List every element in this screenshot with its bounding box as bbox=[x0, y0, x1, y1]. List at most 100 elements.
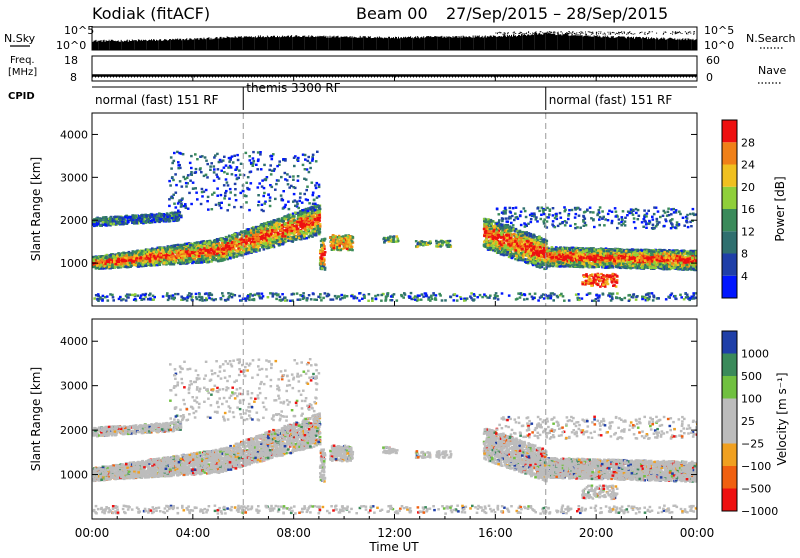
echo-cell bbox=[236, 166, 239, 168]
echo-cell bbox=[180, 251, 183, 253]
echo-cell bbox=[279, 223, 282, 225]
echo-cell bbox=[288, 208, 291, 210]
echo-cell bbox=[288, 217, 291, 219]
echo-cell bbox=[287, 236, 290, 238]
echo-cell bbox=[245, 235, 248, 237]
echo-cell bbox=[287, 201, 290, 203]
echo-cell bbox=[225, 238, 228, 240]
echo-cell bbox=[234, 245, 237, 247]
echo-cell bbox=[124, 216, 127, 218]
echo-cell bbox=[207, 261, 210, 263]
echo-cell bbox=[316, 215, 319, 217]
echo-cell bbox=[174, 247, 177, 249]
echo-cell bbox=[188, 258, 191, 260]
plot-title: Kodiak (fitACF) bbox=[92, 4, 210, 23]
echo-cell bbox=[258, 182, 261, 184]
echo-cell bbox=[135, 220, 138, 222]
echo-cell bbox=[316, 197, 319, 199]
echo-cell bbox=[302, 209, 305, 211]
echo-cell bbox=[257, 151, 260, 153]
echo-cell bbox=[152, 251, 155, 253]
echo-cell bbox=[321, 250, 324, 252]
echo-cell bbox=[173, 251, 176, 253]
echo-cell bbox=[310, 208, 313, 210]
echo-cell bbox=[186, 261, 189, 263]
echo-cell bbox=[132, 221, 135, 223]
echo-cell bbox=[200, 246, 203, 248]
freq-panel: Freq. [MHz] 18 8 60 0 Nave bbox=[8, 54, 786, 84]
echo-cell bbox=[338, 247, 341, 249]
echo-cell bbox=[185, 248, 188, 250]
echo-cell bbox=[320, 257, 323, 259]
echo-cell bbox=[234, 183, 237, 185]
freq-ytick-bottom: 8 bbox=[70, 71, 77, 84]
echo-cell bbox=[239, 174, 242, 176]
echo-cell bbox=[250, 162, 253, 164]
echo-cell bbox=[281, 238, 284, 240]
echo-cell bbox=[105, 218, 108, 220]
echo-cell bbox=[220, 170, 223, 172]
echo-cell bbox=[101, 259, 104, 261]
echo-cell bbox=[191, 249, 194, 251]
echo-cell bbox=[145, 264, 148, 266]
echo-cell bbox=[263, 248, 266, 250]
echo-cell bbox=[249, 171, 252, 173]
echo-cell bbox=[155, 257, 158, 259]
echo-cell bbox=[293, 219, 296, 221]
echo-cell bbox=[302, 164, 305, 166]
echo-cell bbox=[184, 203, 187, 205]
echo-cell bbox=[293, 165, 296, 167]
echo-cell bbox=[316, 182, 319, 184]
echo-cell bbox=[306, 226, 309, 228]
echo-cell bbox=[261, 179, 264, 181]
cpid-segment-label: themis 3300 RF bbox=[246, 81, 340, 95]
echo-cell bbox=[250, 182, 253, 184]
echo-cell bbox=[261, 204, 264, 206]
echo-cell bbox=[255, 248, 258, 250]
echo-cell bbox=[215, 204, 218, 206]
echo-cell bbox=[314, 209, 317, 211]
echo-cell bbox=[293, 236, 296, 238]
echo-cell bbox=[201, 195, 204, 197]
echo-cell bbox=[346, 245, 349, 247]
echo-cell bbox=[299, 192, 302, 194]
echo-cell bbox=[308, 171, 311, 173]
echo-cell bbox=[269, 221, 272, 223]
nave-label: Nave bbox=[758, 64, 786, 77]
echo-cell bbox=[213, 171, 216, 173]
echo-cell bbox=[205, 258, 208, 260]
echo-cell bbox=[234, 169, 237, 171]
echo-cell bbox=[237, 241, 240, 243]
echo-cell bbox=[176, 220, 179, 222]
echo-cell bbox=[170, 246, 173, 248]
echo-cell bbox=[219, 260, 222, 262]
nsearch-dots bbox=[495, 32, 695, 35]
echo-cell bbox=[313, 228, 316, 230]
echo-cell bbox=[236, 178, 239, 180]
echo-cell bbox=[102, 221, 105, 223]
echo-cell bbox=[244, 194, 247, 196]
echo-cell bbox=[270, 223, 273, 225]
echo-cell bbox=[121, 260, 124, 262]
echo-cell bbox=[297, 207, 300, 209]
echo-cell bbox=[289, 222, 292, 224]
echo-cell bbox=[300, 235, 303, 237]
echo-cell bbox=[256, 243, 259, 245]
echo-cell bbox=[182, 153, 185, 155]
echo-cell bbox=[257, 204, 260, 206]
echo-cell bbox=[296, 221, 299, 223]
echo-cell bbox=[257, 194, 260, 196]
echo-cell bbox=[257, 231, 260, 233]
echo-cell bbox=[299, 196, 302, 198]
echo-cell bbox=[256, 168, 259, 170]
echo-cell bbox=[228, 157, 231, 159]
echo-cell bbox=[299, 210, 302, 212]
echo-cell bbox=[309, 232, 312, 234]
echo-cell bbox=[247, 249, 250, 251]
echo-cell bbox=[309, 162, 312, 164]
nsky-label: N.Sky bbox=[4, 32, 36, 45]
echo-cell bbox=[248, 155, 251, 157]
echo-cell bbox=[165, 250, 168, 252]
echo-cell bbox=[232, 161, 235, 163]
echo-cell bbox=[170, 255, 173, 257]
